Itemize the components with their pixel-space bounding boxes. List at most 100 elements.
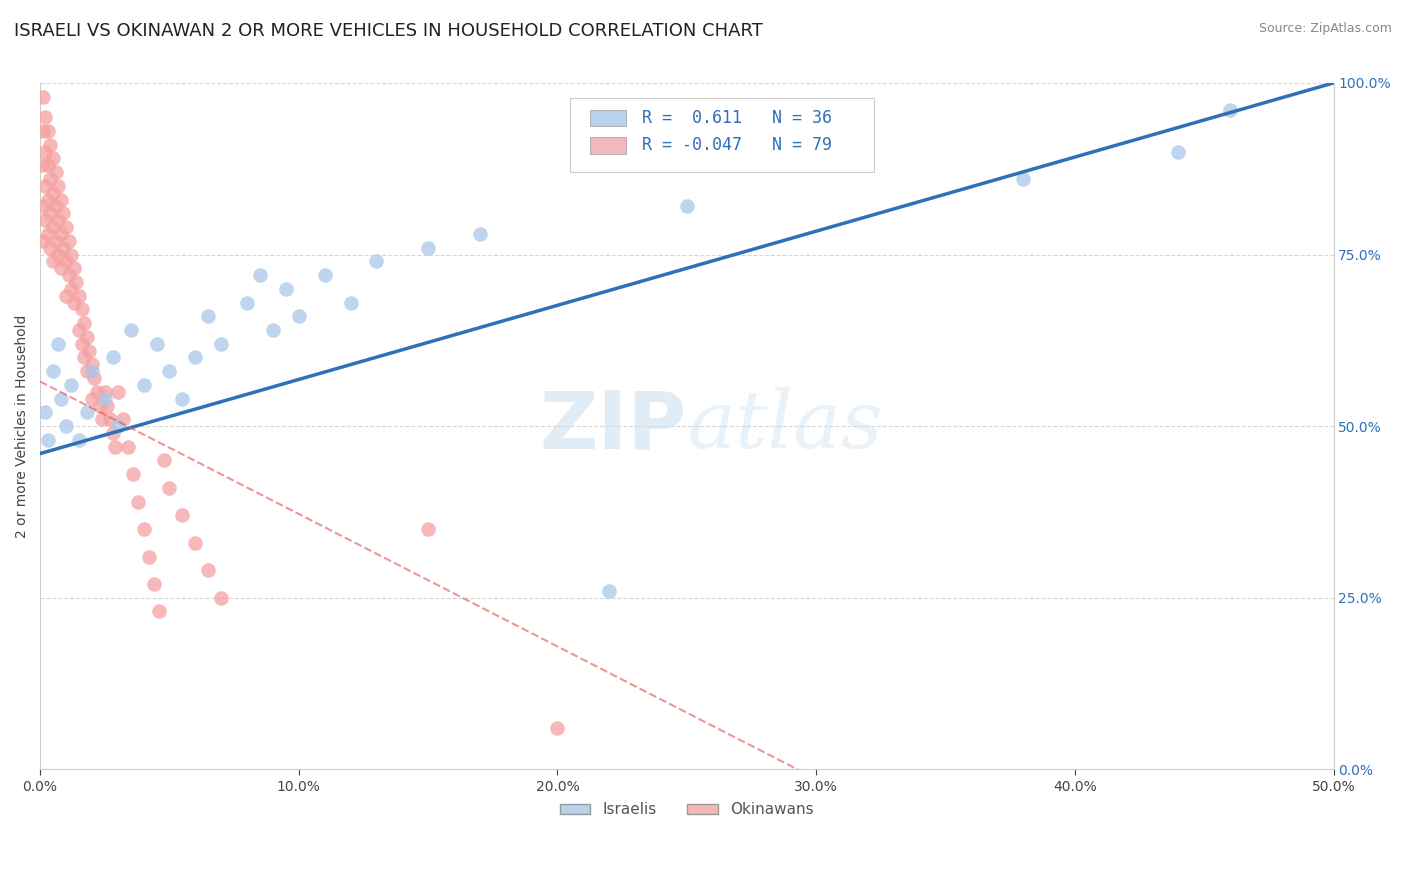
Point bbox=[127, 494, 149, 508]
Point bbox=[184, 536, 207, 550]
Point bbox=[209, 591, 232, 605]
Text: R =  0.611   N = 36: R = 0.611 N = 36 bbox=[641, 109, 831, 127]
Point bbox=[55, 220, 77, 235]
Point bbox=[86, 384, 108, 399]
Point bbox=[80, 392, 103, 406]
Point bbox=[42, 254, 65, 268]
Point bbox=[39, 172, 62, 186]
Point bbox=[274, 282, 297, 296]
Point bbox=[598, 583, 620, 598]
Point bbox=[1219, 103, 1241, 118]
Point bbox=[1167, 145, 1189, 159]
Point bbox=[122, 467, 145, 482]
Point bbox=[49, 392, 72, 406]
Point bbox=[148, 604, 170, 618]
Text: ZIP: ZIP bbox=[540, 387, 686, 465]
Text: R = -0.047   N = 79: R = -0.047 N = 79 bbox=[641, 136, 831, 154]
Point bbox=[111, 412, 134, 426]
Point bbox=[45, 234, 67, 248]
Point bbox=[37, 124, 59, 138]
Point bbox=[172, 508, 194, 523]
Point bbox=[77, 343, 100, 358]
Point bbox=[73, 316, 96, 330]
Point bbox=[55, 419, 77, 434]
Point bbox=[46, 247, 69, 261]
Point bbox=[101, 351, 124, 365]
Point bbox=[52, 206, 75, 220]
Point bbox=[197, 563, 219, 577]
Point bbox=[262, 323, 284, 337]
Point bbox=[45, 165, 67, 179]
Point bbox=[37, 158, 59, 172]
Point bbox=[98, 412, 121, 426]
Point bbox=[60, 282, 83, 296]
Point bbox=[34, 145, 56, 159]
FancyBboxPatch shape bbox=[571, 98, 875, 172]
Point bbox=[34, 178, 56, 193]
Point bbox=[70, 302, 93, 317]
Point bbox=[159, 481, 181, 495]
Point bbox=[42, 220, 65, 235]
Point bbox=[104, 440, 127, 454]
Point bbox=[55, 289, 77, 303]
Point bbox=[31, 158, 53, 172]
Point bbox=[83, 371, 105, 385]
Point bbox=[34, 110, 56, 124]
Point bbox=[52, 241, 75, 255]
Point bbox=[49, 261, 72, 276]
Point bbox=[117, 440, 139, 454]
Point bbox=[184, 351, 207, 365]
Point bbox=[172, 392, 194, 406]
Point bbox=[67, 433, 90, 447]
Y-axis label: 2 or more Vehicles in Household: 2 or more Vehicles in Household bbox=[15, 315, 30, 538]
Text: atlas: atlas bbox=[686, 387, 882, 465]
Text: ISRAELI VS OKINAWAN 2 OR MORE VEHICLES IN HOUSEHOLD CORRELATION CHART: ISRAELI VS OKINAWAN 2 OR MORE VEHICLES I… bbox=[14, 22, 763, 40]
Point bbox=[1012, 172, 1035, 186]
Point bbox=[62, 295, 84, 310]
Point bbox=[89, 399, 111, 413]
Point bbox=[70, 336, 93, 351]
Point bbox=[80, 357, 103, 371]
Point bbox=[37, 433, 59, 447]
Point bbox=[31, 199, 53, 213]
Point bbox=[67, 323, 90, 337]
Point bbox=[209, 336, 232, 351]
Point bbox=[42, 364, 65, 378]
Point bbox=[236, 295, 259, 310]
Point bbox=[60, 247, 83, 261]
Text: Source: ZipAtlas.com: Source: ZipAtlas.com bbox=[1258, 22, 1392, 36]
Point bbox=[138, 549, 160, 564]
Point bbox=[76, 330, 98, 344]
Point bbox=[31, 124, 53, 138]
Point bbox=[159, 364, 181, 378]
Point bbox=[145, 336, 167, 351]
Point bbox=[42, 186, 65, 200]
Point bbox=[67, 289, 90, 303]
Point bbox=[34, 213, 56, 227]
Point bbox=[675, 199, 697, 213]
Point bbox=[58, 268, 80, 282]
Point bbox=[91, 412, 114, 426]
Point bbox=[46, 213, 69, 227]
Point bbox=[120, 323, 142, 337]
Point bbox=[76, 405, 98, 419]
Point bbox=[34, 405, 56, 419]
Point bbox=[546, 721, 568, 735]
Legend: Israelis, Okinawans: Israelis, Okinawans bbox=[554, 797, 820, 823]
Point bbox=[42, 152, 65, 166]
Point bbox=[39, 241, 62, 255]
Point bbox=[94, 384, 117, 399]
Point bbox=[94, 392, 117, 406]
Point bbox=[60, 378, 83, 392]
Point bbox=[49, 193, 72, 207]
Point bbox=[249, 268, 271, 282]
Point bbox=[80, 364, 103, 378]
Point bbox=[132, 378, 155, 392]
Point bbox=[132, 522, 155, 536]
Point bbox=[339, 295, 361, 310]
Point bbox=[101, 425, 124, 440]
Point bbox=[153, 453, 176, 467]
Point bbox=[96, 399, 118, 413]
Point bbox=[314, 268, 336, 282]
FancyBboxPatch shape bbox=[589, 137, 626, 153]
